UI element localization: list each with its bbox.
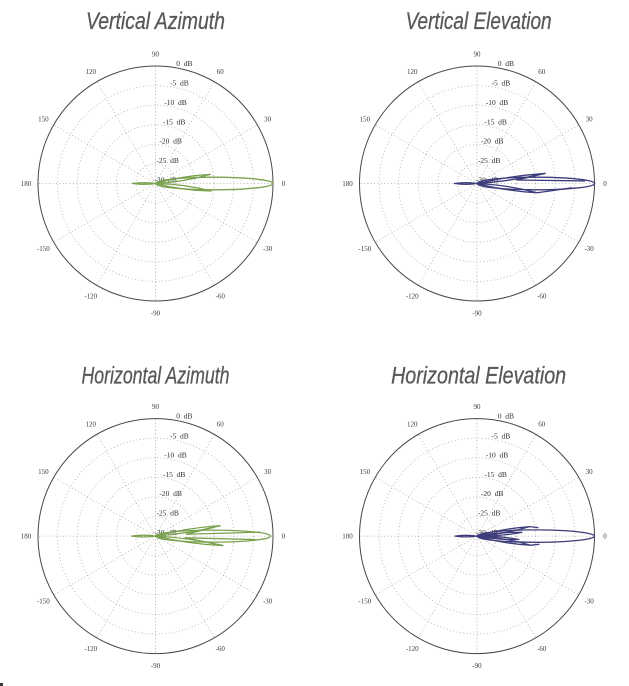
svg-text:180: 180 <box>342 533 353 541</box>
svg-text:150: 150 <box>360 115 371 123</box>
svg-text:150: 150 <box>38 468 49 476</box>
svg-text:120: 120 <box>86 421 97 429</box>
svg-text:90: 90 <box>474 403 482 411</box>
svg-text:-30: -30 <box>584 597 594 605</box>
svg-text:-25 dB: -25 dB <box>478 509 501 518</box>
svg-text:-120: -120 <box>406 645 419 653</box>
svg-text:-30: -30 <box>263 245 273 253</box>
svg-text:-60: -60 <box>216 645 226 653</box>
svg-text:30: 30 <box>586 468 594 476</box>
svg-text:0: 0 <box>282 180 286 188</box>
svg-text:Horizontal Azimuth: Horizontal Azimuth <box>82 362 230 389</box>
svg-text:0: 0 <box>282 533 286 541</box>
svg-text:180: 180 <box>21 180 32 188</box>
svg-text:-120: -120 <box>84 292 97 300</box>
svg-text:-30: -30 <box>584 245 594 253</box>
svg-text:60: 60 <box>217 421 225 429</box>
svg-text:60: 60 <box>217 68 225 76</box>
svg-text:180: 180 <box>21 533 32 541</box>
svg-text:-25 dB: -25 dB <box>478 156 501 165</box>
svg-text:-120: -120 <box>406 292 419 300</box>
svg-text:0 dB: 0 dB <box>176 412 192 421</box>
svg-text:-10 dB: -10 dB <box>486 450 509 459</box>
svg-text:-10 dB: -10 dB <box>164 98 187 107</box>
svg-text:-10 dB: -10 dB <box>486 98 509 107</box>
svg-text:-60: -60 <box>537 645 547 653</box>
svg-text:180: 180 <box>342 180 353 188</box>
svg-text:-25 dB: -25 dB <box>156 509 179 518</box>
svg-text:60: 60 <box>538 421 546 429</box>
svg-text:Vertical Elevation: Vertical Elevation <box>406 8 552 35</box>
svg-text:150: 150 <box>360 468 371 476</box>
svg-text:120: 120 <box>86 68 97 76</box>
svg-text:-90: -90 <box>472 310 482 318</box>
svg-text:-90: -90 <box>151 310 161 318</box>
svg-text:-20 dB: -20 dB <box>481 137 504 146</box>
svg-text:0: 0 <box>603 533 607 541</box>
svg-text:0 dB: 0 dB <box>498 59 514 68</box>
svg-text:-30: -30 <box>263 597 273 605</box>
svg-text:-5 dB: -5 dB <box>170 431 189 440</box>
svg-text:120: 120 <box>407 68 418 76</box>
svg-text:0: 0 <box>603 180 607 188</box>
svg-text:0 dB: 0 dB <box>498 412 514 421</box>
svg-text:-20 dB: -20 dB <box>159 489 182 498</box>
svg-text:-15 dB: -15 dB <box>484 118 507 127</box>
svg-text:-90: -90 <box>151 662 161 670</box>
svg-text:Horizontal Elevation: Horizontal Elevation <box>391 362 566 389</box>
svg-text:-5 dB: -5 dB <box>492 431 511 440</box>
svg-text:90: 90 <box>152 51 160 59</box>
svg-text:150: 150 <box>38 115 49 123</box>
svg-text:-25 dB: -25 dB <box>156 156 179 165</box>
svg-text:30: 30 <box>264 468 272 476</box>
svg-text:60: 60 <box>538 68 546 76</box>
svg-text:-90: -90 <box>472 662 482 670</box>
svg-text:-10 dB: -10 dB <box>164 450 187 459</box>
svg-text:30: 30 <box>586 115 594 123</box>
svg-text:-15 dB: -15 dB <box>163 118 186 127</box>
svg-text:-60: -60 <box>537 292 547 300</box>
svg-text:-20 dB: -20 dB <box>159 137 182 146</box>
svg-text:-15 dB: -15 dB <box>163 470 186 479</box>
svg-text:Vertical Azimuth: Vertical Azimuth <box>86 8 225 35</box>
svg-text:30: 30 <box>264 115 272 123</box>
svg-text:-15 dB: -15 dB <box>484 470 507 479</box>
svg-text:-150: -150 <box>37 245 50 253</box>
svg-text:0 dB: 0 dB <box>176 59 192 68</box>
svg-text:-5 dB: -5 dB <box>492 79 511 88</box>
svg-text:-120: -120 <box>84 645 97 653</box>
svg-text:120: 120 <box>407 421 418 429</box>
svg-text:90: 90 <box>474 51 482 59</box>
svg-text:-150: -150 <box>358 245 371 253</box>
svg-text:-150: -150 <box>37 597 50 605</box>
svg-text:-60: -60 <box>216 292 226 300</box>
svg-text:-5 dB: -5 dB <box>170 79 189 88</box>
svg-text:-20 dB: -20 dB <box>481 489 504 498</box>
svg-text:90: 90 <box>152 403 160 411</box>
svg-text:-150: -150 <box>358 597 371 605</box>
